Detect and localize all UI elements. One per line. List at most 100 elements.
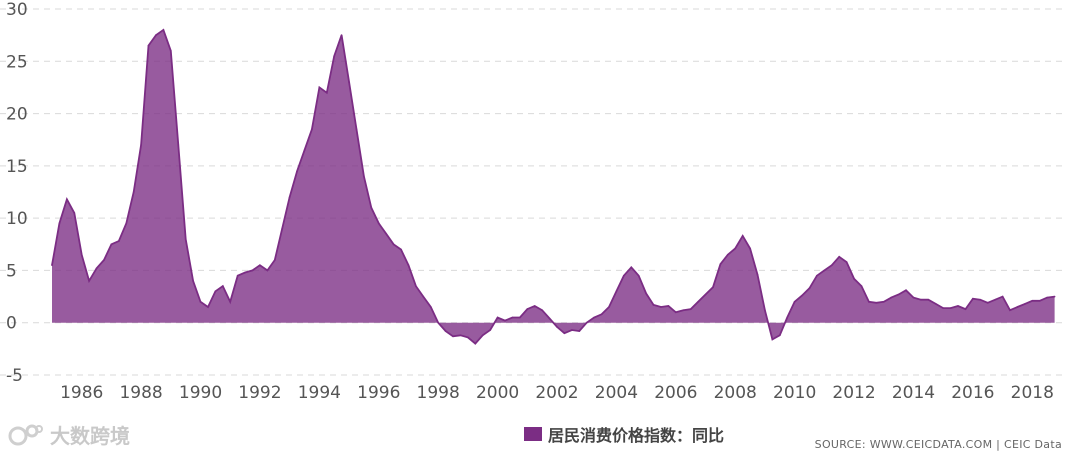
data-point xyxy=(593,316,595,319)
data-point xyxy=(764,309,766,312)
data-point xyxy=(125,222,128,225)
x-tick-label: 2002 xyxy=(535,383,578,403)
y-tick-label: 20 xyxy=(6,105,28,125)
data-point xyxy=(972,297,974,300)
x-tick-label: 1990 xyxy=(179,383,222,403)
x-tick-label: 1998 xyxy=(417,383,460,403)
data-point xyxy=(1024,303,1026,305)
data-point xyxy=(251,269,254,272)
data-point xyxy=(749,247,751,250)
data-point xyxy=(578,330,581,332)
x-tick-label: 2012 xyxy=(832,383,875,403)
data-point xyxy=(957,305,959,307)
data-point xyxy=(415,285,417,287)
series-layer xyxy=(51,28,1056,345)
data-point xyxy=(615,290,618,293)
y-axis-ticks: -5 0 5 10 15 20 25 30 xyxy=(6,0,28,386)
data-point xyxy=(912,296,915,299)
data-point xyxy=(378,222,380,225)
data-point xyxy=(1046,296,1048,299)
data-point xyxy=(229,301,231,303)
data-point xyxy=(1053,295,1056,298)
data-point xyxy=(875,302,878,304)
data-point xyxy=(162,29,165,31)
data-point xyxy=(266,269,269,272)
x-tick-label: 1988 xyxy=(119,383,162,403)
data-point xyxy=(155,34,157,36)
y-tick-label: 25 xyxy=(6,52,28,72)
data-point xyxy=(370,206,373,209)
x-tick-label: 1986 xyxy=(60,383,103,403)
data-point xyxy=(303,149,306,151)
data-point xyxy=(348,81,350,83)
data-point xyxy=(385,233,388,235)
data-point xyxy=(585,321,588,324)
x-tick-label: 2010 xyxy=(773,383,816,403)
data-point xyxy=(459,334,462,337)
data-point xyxy=(147,44,150,47)
data-point xyxy=(986,302,989,304)
data-point xyxy=(890,296,892,299)
data-point xyxy=(823,269,826,272)
data-point xyxy=(645,292,647,295)
data-point xyxy=(400,248,402,251)
data-point xyxy=(548,317,551,320)
data-point xyxy=(712,286,714,289)
data-point xyxy=(474,342,477,345)
data-point xyxy=(779,334,781,337)
data-point xyxy=(80,253,83,256)
data-point xyxy=(608,306,610,308)
data-point xyxy=(541,309,543,312)
data-point xyxy=(73,212,76,214)
data-point xyxy=(533,305,536,307)
x-tick-label: 2004 xyxy=(595,383,638,403)
data-point xyxy=(184,238,187,240)
data-point xyxy=(556,326,558,328)
data-point xyxy=(920,298,922,301)
data-point xyxy=(704,293,707,296)
data-point xyxy=(281,227,284,230)
data-point xyxy=(326,91,328,94)
data-point xyxy=(949,307,952,309)
data-point xyxy=(274,259,276,261)
data-point xyxy=(430,306,432,308)
data-point xyxy=(734,247,736,250)
data-point xyxy=(964,308,967,310)
x-tick-label: 1996 xyxy=(357,383,400,403)
data-point xyxy=(741,235,744,237)
y-tick-label: 0 xyxy=(6,314,17,334)
data-point xyxy=(853,278,855,280)
legend: 居民消费价格指数：同比 xyxy=(524,422,724,446)
watermark: 大数跨境 xyxy=(8,420,130,449)
data-point xyxy=(808,287,811,290)
x-tick-label: 2018 xyxy=(1011,383,1054,403)
data-point xyxy=(58,222,61,225)
data-point xyxy=(727,253,729,256)
x-tick-label: 2016 xyxy=(951,383,994,403)
data-point xyxy=(883,301,885,303)
data-point xyxy=(110,243,113,246)
data-point xyxy=(66,198,68,201)
data-point xyxy=(511,316,514,319)
data-point xyxy=(481,334,484,337)
y-tick-label: 30 xyxy=(6,0,28,20)
data-point xyxy=(214,290,217,293)
legend-swatch xyxy=(524,427,542,441)
x-tick-label: 2006 xyxy=(654,383,697,403)
y-tick-label: 15 xyxy=(6,157,28,177)
data-point xyxy=(51,264,53,267)
data-point xyxy=(207,306,209,308)
data-point xyxy=(259,264,261,267)
data-point xyxy=(504,319,506,322)
data-point xyxy=(793,301,796,303)
data-point xyxy=(177,144,180,146)
x-axis-ticks: 1986 1988 1990 1992 1994 1996 1998 2000 2002 2004… xyxy=(60,383,1054,403)
data-point xyxy=(296,170,298,172)
data-point xyxy=(103,259,105,261)
data-point xyxy=(600,313,603,316)
data-point xyxy=(719,263,722,266)
data-point xyxy=(1009,309,1011,312)
data-point xyxy=(526,308,529,310)
data-point xyxy=(452,335,454,338)
data-point xyxy=(88,280,90,282)
